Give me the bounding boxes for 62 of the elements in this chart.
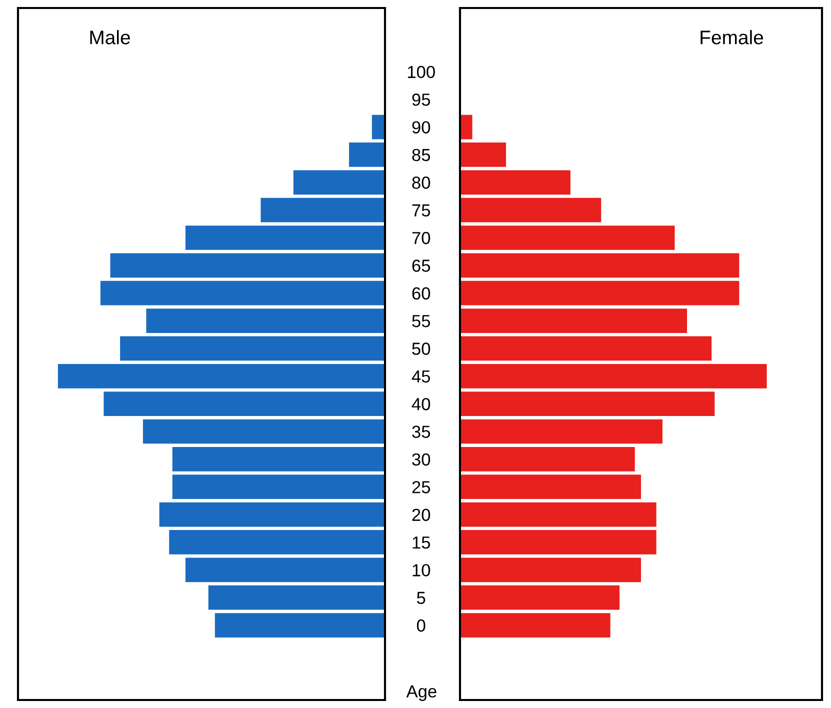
y-tick-label: 30 bbox=[412, 453, 430, 466]
bar bbox=[185, 226, 385, 250]
y-axis-title: Age bbox=[406, 685, 436, 701]
bar bbox=[460, 392, 715, 416]
bar bbox=[460, 530, 656, 554]
bar bbox=[460, 336, 712, 361]
bar bbox=[460, 114, 472, 140]
bar bbox=[460, 419, 662, 444]
bar bbox=[460, 280, 740, 306]
y-tick-label: 50 bbox=[412, 342, 430, 355]
y-tick-label: 85 bbox=[412, 148, 430, 162]
y-tick-label: 0 bbox=[416, 619, 426, 632]
bar bbox=[142, 419, 385, 444]
bar bbox=[100, 280, 385, 306]
bar bbox=[120, 336, 385, 361]
bar bbox=[293, 170, 385, 195]
bar bbox=[260, 198, 385, 222]
y-tick-label: 60 bbox=[412, 287, 430, 300]
y-tick-label: 25 bbox=[412, 481, 430, 494]
y-tick-label: 15 bbox=[412, 536, 430, 549]
bar bbox=[172, 447, 385, 472]
bar bbox=[460, 170, 570, 195]
y-tick-label: 95 bbox=[412, 94, 430, 106]
bar bbox=[185, 558, 385, 582]
bar bbox=[460, 198, 602, 222]
bar bbox=[58, 364, 385, 388]
bar bbox=[146, 308, 385, 333]
y-tick-label: 100 bbox=[408, 66, 435, 78]
y-tick-label: 10 bbox=[412, 564, 430, 576]
chart-title: Female bbox=[700, 30, 764, 44]
y-tick-label: 20 bbox=[412, 508, 430, 522]
chart-title: Male bbox=[90, 30, 130, 44]
bar bbox=[460, 253, 740, 278]
bar bbox=[460, 502, 656, 527]
bar bbox=[159, 502, 385, 527]
y-tick-label: 65 bbox=[412, 260, 430, 272]
bar bbox=[172, 474, 385, 500]
bar bbox=[208, 585, 385, 610]
bar bbox=[372, 114, 385, 140]
y-tick-label: 75 bbox=[412, 204, 430, 217]
bar bbox=[460, 226, 675, 250]
bar bbox=[460, 447, 635, 472]
bar bbox=[460, 474, 641, 500]
bar bbox=[349, 142, 385, 167]
bar bbox=[214, 613, 385, 638]
bar bbox=[460, 308, 688, 333]
bar bbox=[104, 392, 385, 416]
y-tick-label: 45 bbox=[412, 370, 430, 383]
bar bbox=[460, 558, 641, 582]
y-tick-label: 35 bbox=[412, 426, 430, 438]
y-tick-label: 70 bbox=[412, 232, 430, 244]
y-tick-label: 90 bbox=[412, 121, 430, 134]
bar bbox=[460, 585, 620, 610]
bar bbox=[169, 530, 385, 554]
bar bbox=[460, 364, 767, 388]
y-tick-label: 40 bbox=[412, 398, 430, 410]
y-tick-label: 80 bbox=[412, 176, 430, 189]
bar bbox=[110, 253, 385, 278]
bar bbox=[460, 142, 506, 167]
y-tick-label: 55 bbox=[412, 315, 430, 328]
bar bbox=[460, 613, 610, 638]
y-tick-label: 5 bbox=[416, 592, 426, 604]
